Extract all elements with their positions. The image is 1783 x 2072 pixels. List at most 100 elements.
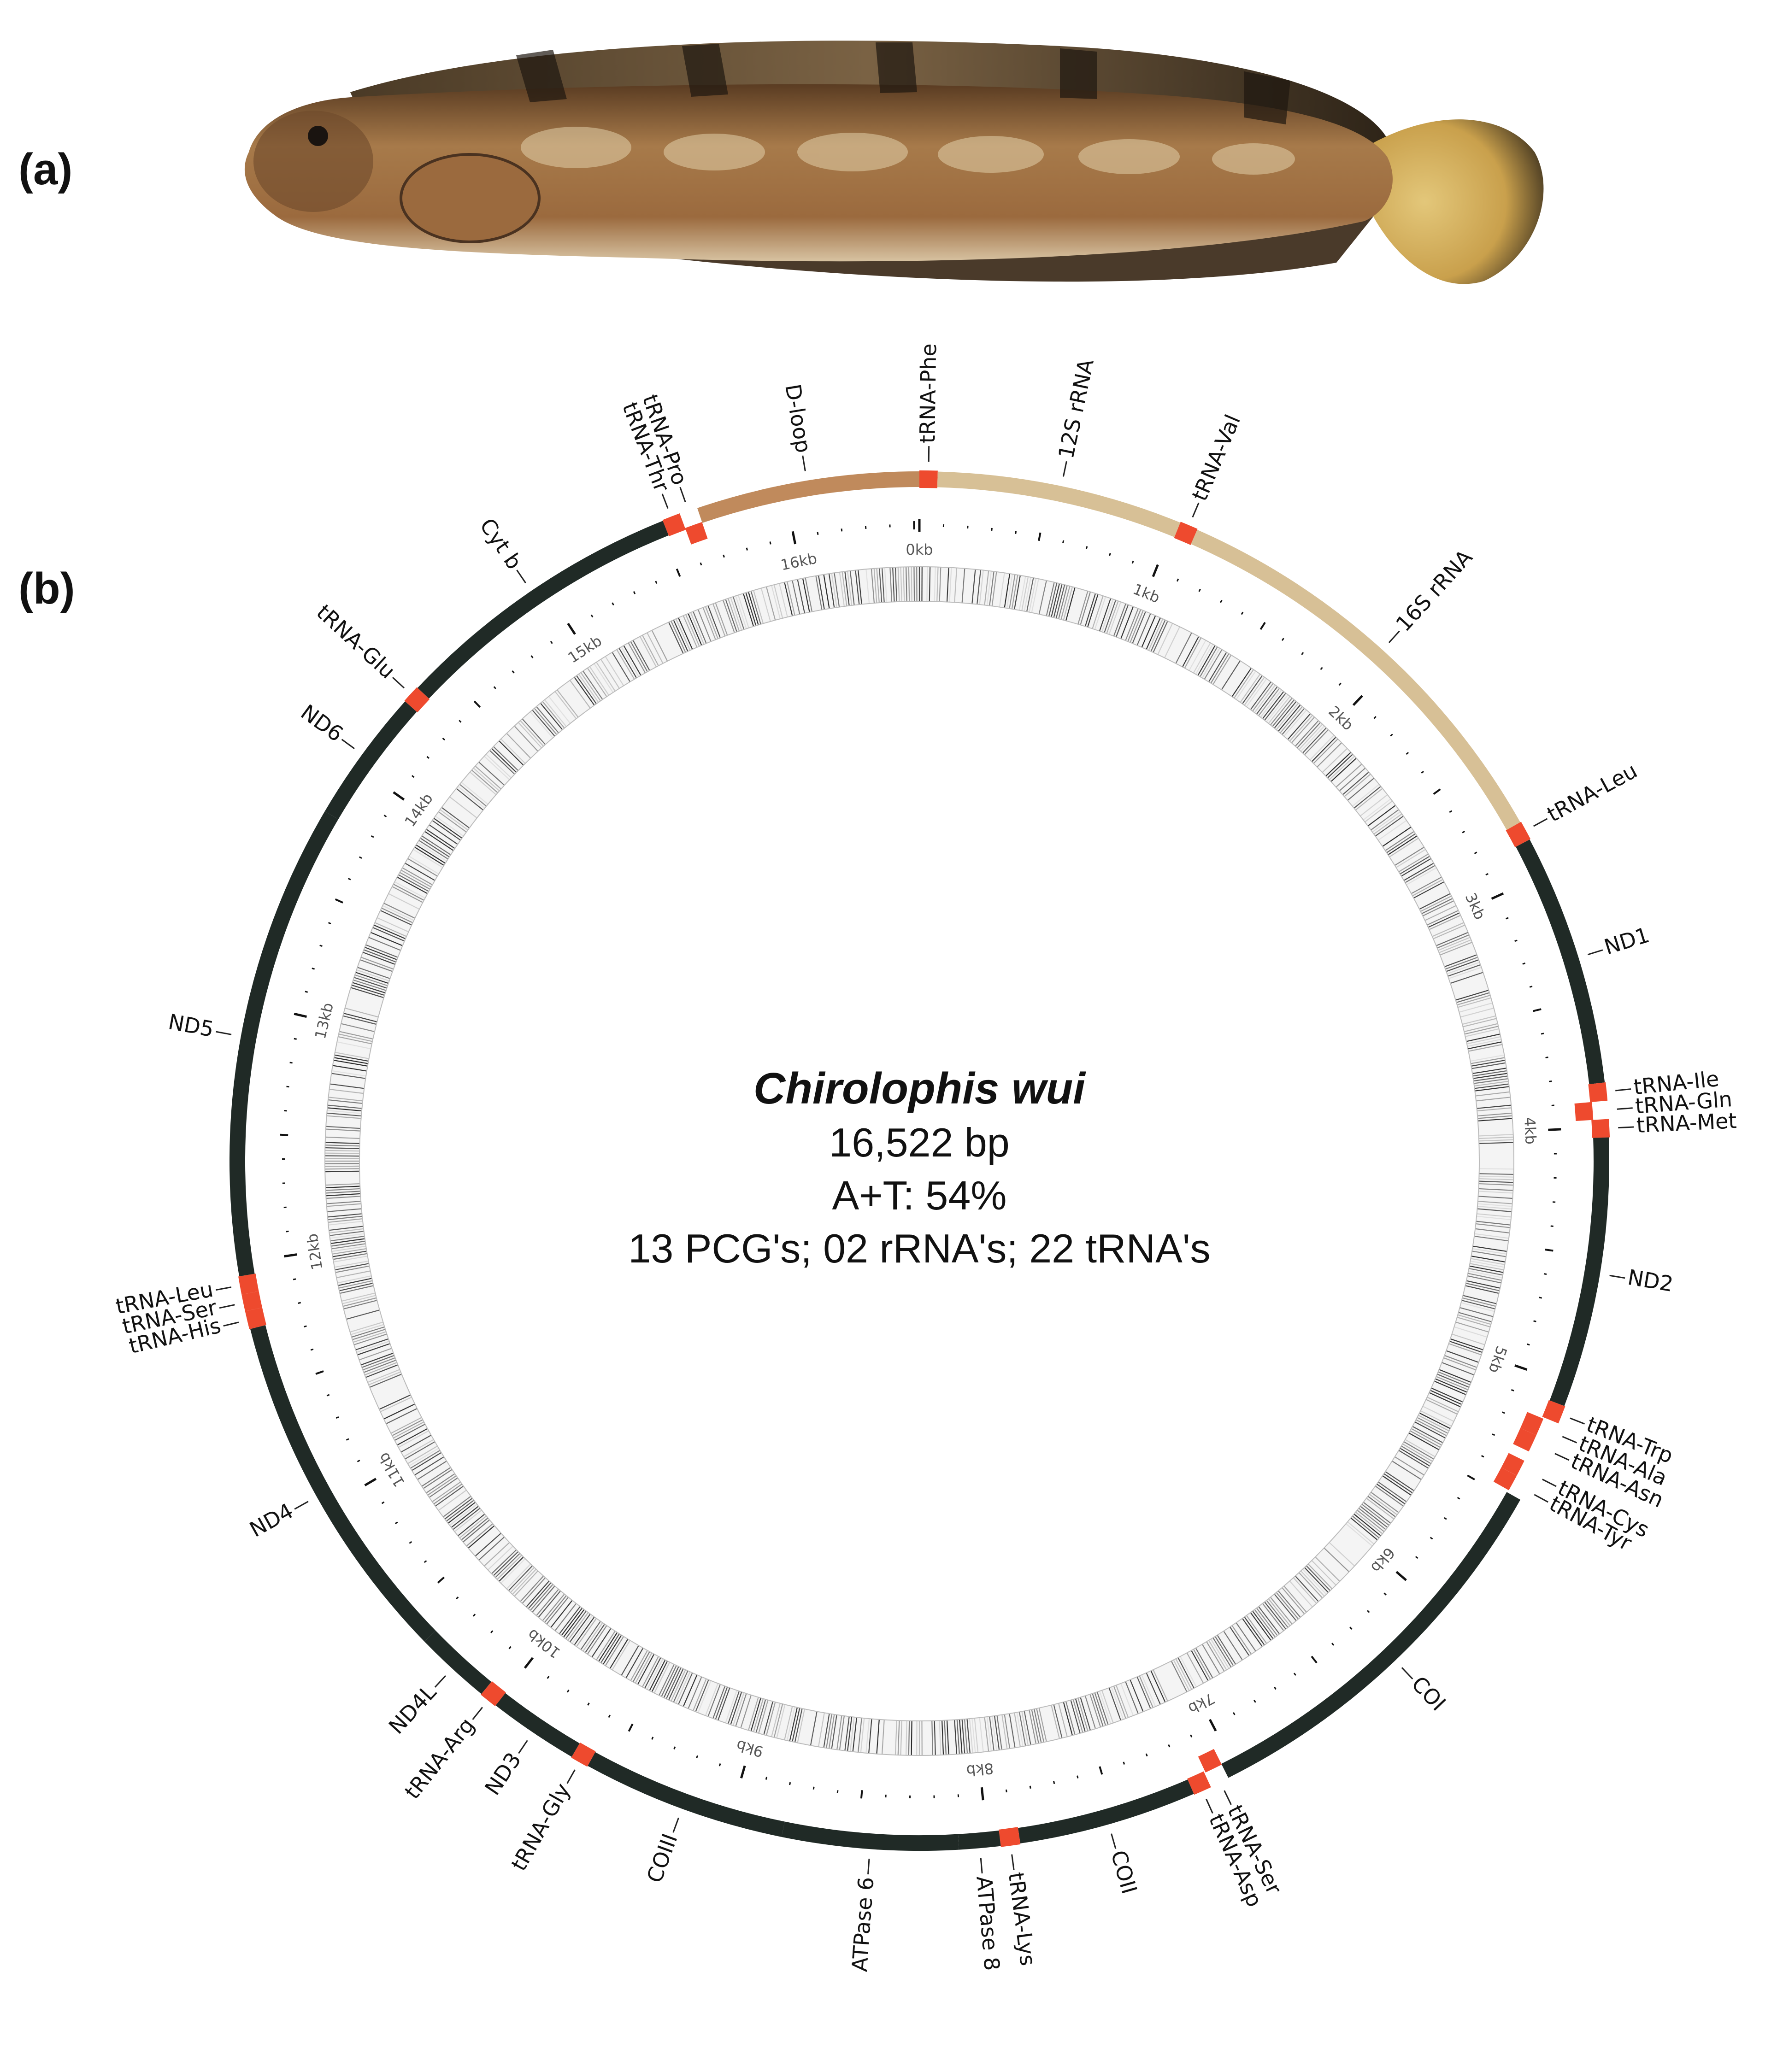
gc-stripe — [327, 1110, 362, 1114]
kb-tick — [1253, 1700, 1256, 1703]
gene-arc-trna-ser — [1198, 1749, 1222, 1773]
gc-stripe — [540, 703, 563, 730]
gc-stripe — [433, 1483, 463, 1505]
gc-stripe — [1212, 655, 1232, 685]
gc-stripe — [1347, 1521, 1375, 1545]
gc-stripe — [576, 1618, 597, 1647]
gc-stripe — [1477, 1213, 1512, 1218]
gc-stripe — [1024, 1711, 1031, 1745]
gc-stripe — [359, 959, 393, 972]
gene-arc-trna-val — [1174, 522, 1198, 545]
gc-stripe — [394, 881, 426, 899]
kb-tick — [1551, 1104, 1554, 1106]
gc-stripe — [1274, 701, 1297, 729]
gc-stripe — [1289, 715, 1313, 742]
gc-stripe — [350, 987, 384, 998]
kb-tick — [1533, 1008, 1542, 1012]
panel-label-a: (a) — [18, 145, 72, 194]
gc-stripe — [574, 676, 595, 706]
kb-tick — [1444, 1517, 1447, 1520]
gc-stripe — [520, 1575, 544, 1602]
kb-tick — [312, 968, 315, 970]
gc-stripe — [1024, 577, 1031, 611]
gc-stripe — [1092, 1693, 1104, 1727]
kb-tick — [1241, 611, 1244, 615]
gene-leader-line — [1224, 1790, 1232, 1805]
gc-stripe — [1029, 578, 1037, 612]
gc-stripe — [550, 1600, 573, 1628]
kb-tick-label: 5kb — [1485, 1344, 1511, 1375]
gc-stripe — [1367, 804, 1396, 827]
gc-stripe — [1427, 910, 1459, 926]
kb-tick — [587, 1702, 590, 1706]
gc-stripe — [1210, 1638, 1230, 1669]
kb-tick — [1152, 564, 1159, 577]
gc-stripe — [1266, 694, 1289, 722]
gc-stripe — [1101, 599, 1114, 632]
gc-stripe — [331, 1240, 365, 1247]
gc-stripe — [1053, 584, 1063, 618]
gc-stripe — [1377, 820, 1407, 841]
kb-tick — [1320, 667, 1323, 670]
gc-stripe — [350, 1321, 383, 1333]
kb-tick — [1373, 716, 1377, 719]
gc-stripe — [828, 1714, 835, 1749]
gc-stripe — [587, 1625, 607, 1655]
gc-ring-inner-edge — [359, 601, 1480, 1721]
gc-stripe — [1448, 1343, 1482, 1356]
gene-label: ND3 — [480, 1748, 526, 1799]
gc-stripe — [727, 598, 740, 631]
gc-stripe — [1454, 1326, 1488, 1338]
gc-stripe — [1474, 1233, 1509, 1239]
gc-stripe — [483, 756, 510, 781]
gc-stripe — [446, 1500, 474, 1522]
kb-tick — [424, 1560, 427, 1563]
gene-leader-line — [216, 1031, 232, 1035]
gc-stripe — [675, 618, 691, 651]
kb-tick — [789, 1782, 791, 1785]
gc-stripe — [1355, 788, 1383, 811]
gene-leader-line — [1206, 1798, 1213, 1814]
gc-stripe — [1141, 1674, 1156, 1707]
gc-stripe — [591, 1628, 612, 1658]
gc-stripe — [397, 1428, 428, 1446]
gc-stripe — [1470, 1263, 1504, 1271]
gc-stripe — [855, 570, 860, 605]
gene-leader-line — [1618, 1126, 1634, 1129]
gc-stripe — [1006, 574, 1013, 609]
gc-stripe — [1352, 1515, 1380, 1538]
gene-arc-12s-rrna — [937, 471, 1181, 537]
kb-tick — [1529, 986, 1533, 988]
gene-leader-line — [518, 1740, 528, 1754]
gc-stripe — [881, 568, 885, 603]
gc-stripe — [514, 1570, 539, 1597]
gc-stripe — [569, 1614, 591, 1643]
gc-stripe — [1031, 578, 1039, 613]
gc-stripe — [665, 1667, 682, 1699]
kb-tick — [1548, 1080, 1552, 1082]
gc-stripe — [1433, 924, 1465, 939]
gc-stripe — [405, 863, 435, 881]
kb-tick — [1109, 553, 1111, 556]
gc-stripe — [363, 1359, 396, 1373]
gc-stripe — [343, 1300, 377, 1309]
gene-leader-line — [867, 1858, 870, 1875]
gc-stripe — [542, 1593, 565, 1621]
gc-stripe — [1268, 696, 1291, 724]
gc-stripe — [1456, 992, 1490, 1003]
kb-tick — [865, 526, 867, 529]
kb-tick — [1274, 1686, 1277, 1690]
gc-stripe — [1431, 1387, 1463, 1403]
gc-stripe — [1439, 939, 1471, 953]
gc-stripe — [897, 1720, 900, 1755]
kb-tick — [473, 700, 481, 708]
gc-stripe — [747, 592, 759, 625]
gc-stripe — [989, 571, 994, 606]
gc-stripe — [705, 606, 718, 639]
gc-stripe — [1469, 1268, 1503, 1276]
gc-stripe — [1398, 853, 1429, 873]
kb-tick — [1522, 963, 1526, 965]
gc-stripe — [585, 1624, 605, 1653]
gc-stripe — [722, 600, 735, 633]
kb-tick — [1545, 1057, 1548, 1059]
